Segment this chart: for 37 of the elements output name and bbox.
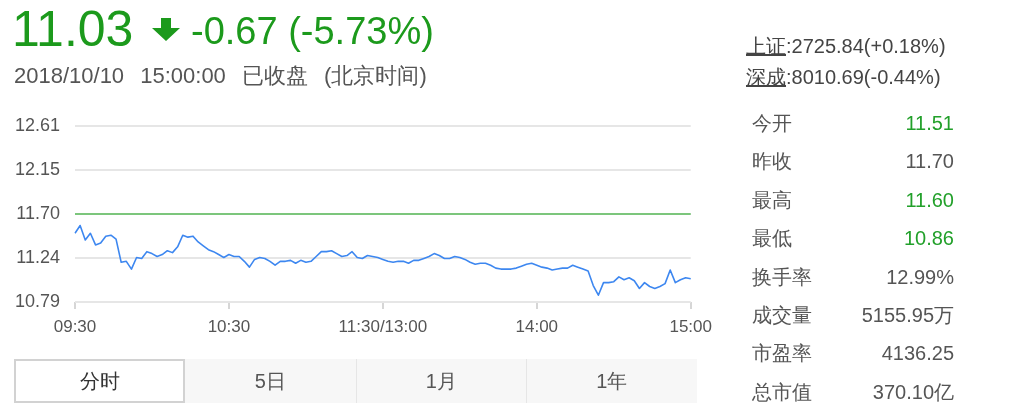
text: 12.99% [886, 265, 954, 288]
x-tick-label: 09:30 [53, 316, 97, 336]
text: 成交量 [752, 304, 812, 326]
text: 最低 [752, 227, 792, 250]
text: 上证 [746, 35, 786, 57]
x-tick-label: 11:30/13:00 [338, 316, 428, 336]
text: 5155.95万 [861, 304, 954, 326]
text: -0.67 (-5.73%) [191, 10, 434, 52]
tab[interactable]: 5日 [185, 359, 356, 403]
text: 370.10亿 [872, 380, 954, 403]
y-tick-label: 12.15 [14, 159, 60, 180]
text: 11.51 [905, 112, 954, 134]
text: :2725.84(+0.18%) [786, 35, 946, 57]
chart-subtitle: 2018/10/10 15:00:00 已收盘 (北京时间) [14, 63, 427, 88]
x-tick-label: 10:30 [207, 316, 251, 336]
x-tick-label: 14:00 [515, 316, 559, 336]
text: 昨收 [752, 150, 792, 173]
text: :8010.69(-0.44%) [786, 66, 941, 88]
text: 总市值 [752, 380, 812, 403]
tab[interactable]: 1年 [526, 359, 697, 403]
y-tick-label: 10.79 [14, 290, 60, 311]
text: 最高 [752, 188, 792, 211]
text: 市盈率 [752, 342, 812, 365]
text: 换手率 [752, 265, 812, 288]
tab[interactable]: 1月 [355, 359, 526, 403]
y-tick-label: 12.61 [14, 114, 60, 135]
text: 4136.25 [881, 342, 954, 365]
y-tick-label: 11.24 [16, 247, 60, 268]
text: 今开 [752, 112, 792, 134]
x-tick-label: 15:00 [669, 316, 712, 336]
text: 10.86 [903, 227, 954, 250]
y-tick-label: 11.70 [16, 202, 60, 223]
text: 11.60 [905, 188, 954, 211]
chart-title: 11.03 [12, 1, 134, 57]
selected-tab[interactable]: 分时 [14, 359, 185, 403]
text: 11.70 [905, 150, 954, 173]
text: 深成 [746, 66, 786, 88]
